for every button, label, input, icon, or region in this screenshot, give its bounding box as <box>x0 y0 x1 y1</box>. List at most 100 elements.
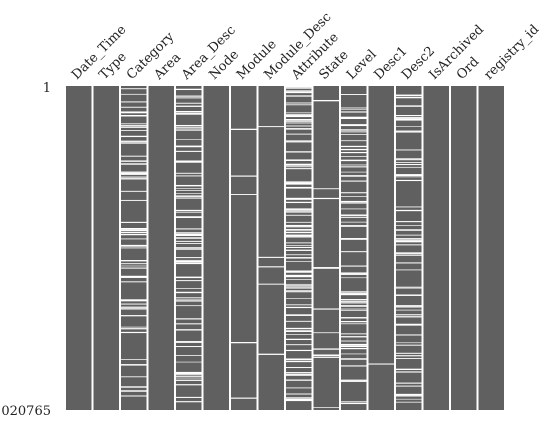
missing-line <box>121 230 147 232</box>
missing-line <box>286 214 312 216</box>
missing-line <box>176 189 202 191</box>
missing-line <box>121 299 147 302</box>
missing-line <box>121 233 147 236</box>
missing-line <box>341 277 367 279</box>
missing-line <box>286 116 312 118</box>
missing-line <box>396 240 422 242</box>
missing-line <box>396 115 422 117</box>
missing-line <box>396 344 422 346</box>
missing-line <box>341 156 367 157</box>
missing-line <box>121 303 147 305</box>
missing-line <box>231 342 257 344</box>
missing-line <box>313 356 339 358</box>
missing-line <box>286 379 312 381</box>
missing-line <box>286 249 312 251</box>
column-attribute <box>286 86 312 410</box>
missing-line <box>231 194 257 195</box>
missing-line <box>341 365 367 367</box>
missing-line <box>286 320 312 322</box>
missing-line <box>286 331 312 332</box>
missing-line <box>121 260 147 262</box>
missing-line <box>341 180 367 182</box>
missing-line <box>396 342 422 344</box>
missing-line <box>258 256 284 258</box>
missing-line <box>286 133 312 135</box>
missing-line <box>176 193 202 194</box>
missing-line <box>176 401 202 403</box>
column-labels: Date_TimeTypeCategoryAreaArea_DescNodeMo… <box>69 10 542 84</box>
missing-line <box>396 96 422 99</box>
missing-line <box>121 364 147 366</box>
missing-lines-module-desc <box>258 126 284 355</box>
missing-line <box>286 271 312 273</box>
missing-line <box>396 352 422 354</box>
missing-line <box>121 359 147 360</box>
missing-line <box>176 297 202 299</box>
missing-lines-category <box>121 88 147 397</box>
missing-line <box>286 141 312 143</box>
missing-line <box>313 188 339 190</box>
missing-line <box>286 198 312 200</box>
missing-line <box>313 407 339 408</box>
missing-line <box>396 314 422 316</box>
missing-line <box>341 251 367 253</box>
missing-line <box>286 159 312 161</box>
missing-line <box>341 145 367 148</box>
missing-line <box>286 387 312 389</box>
missing-line <box>176 377 202 379</box>
missing-line <box>286 374 312 376</box>
missing-line <box>341 151 367 154</box>
missing-line <box>341 265 367 267</box>
missing-line <box>258 126 284 128</box>
missing-line <box>286 119 312 121</box>
missing-line <box>341 273 367 275</box>
missing-line <box>176 146 202 148</box>
missing-line <box>176 384 202 386</box>
missing-line <box>121 199 147 201</box>
missing-line <box>176 373 202 375</box>
missing-line <box>396 334 422 336</box>
missing-line <box>286 168 312 170</box>
missing-line <box>341 124 367 126</box>
column-level <box>341 86 367 410</box>
missing-line <box>396 94 422 96</box>
missing-line <box>286 330 312 332</box>
missing-lines-desc2 <box>396 94 422 403</box>
missing-line <box>396 105 422 107</box>
missing-line <box>286 112 312 114</box>
missing-line <box>286 231 312 234</box>
missing-line <box>341 166 367 168</box>
missing-line <box>396 162 422 163</box>
missing-line <box>341 175 367 177</box>
missing-line <box>341 124 367 125</box>
missing-line <box>286 201 312 204</box>
missing-line <box>396 252 422 254</box>
missing-line <box>176 97 202 99</box>
missing-line <box>176 371 202 374</box>
missing-lines-level <box>341 94 367 405</box>
missing-line <box>341 129 367 131</box>
missing-line <box>286 283 312 285</box>
missing-line <box>286 367 312 369</box>
column-module <box>231 86 257 410</box>
missing-line <box>176 105 202 107</box>
missing-line <box>176 139 202 140</box>
missing-line <box>286 306 312 309</box>
missing-line <box>286 270 312 273</box>
missing-line <box>286 290 312 292</box>
missing-line <box>341 214 367 216</box>
missing-line <box>121 315 147 317</box>
missing-line <box>286 298 312 299</box>
missing-line <box>121 160 147 162</box>
missing-line <box>313 267 339 269</box>
matrix-columns <box>66 86 504 410</box>
missing-line <box>286 182 312 185</box>
column-isarchived <box>423 86 449 410</box>
missing-line <box>121 228 147 230</box>
missing-line <box>341 380 367 382</box>
missing-line <box>286 278 312 280</box>
missing-line <box>231 128 257 130</box>
missing-lines-state <box>313 99 339 408</box>
missing-line <box>286 86 312 88</box>
missing-line <box>286 181 312 183</box>
